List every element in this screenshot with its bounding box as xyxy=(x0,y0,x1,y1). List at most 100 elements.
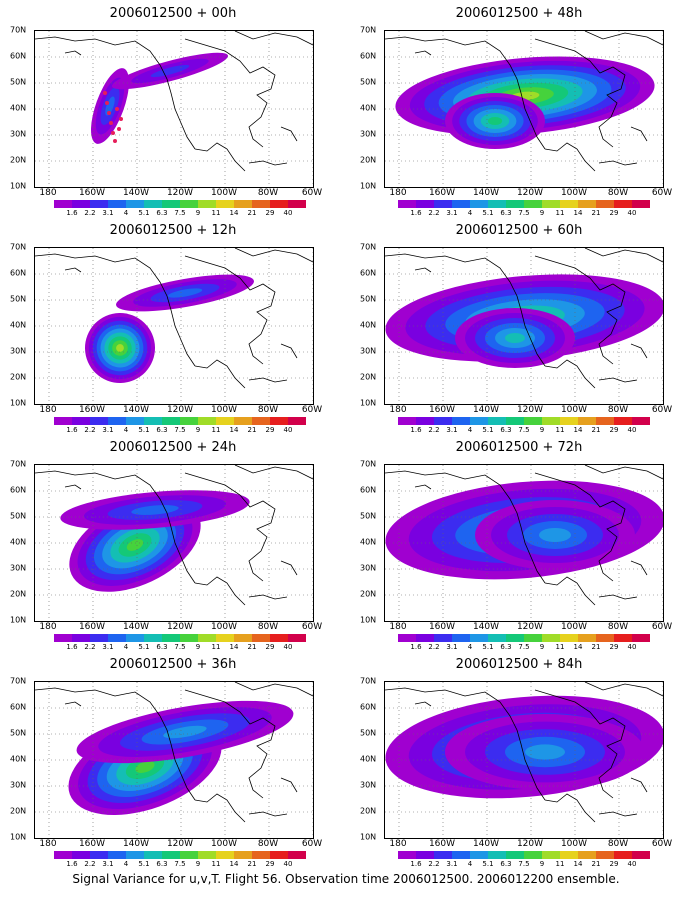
colorbar-label: 7.5 xyxy=(518,860,530,868)
colorbar-label: 5.1 xyxy=(482,209,494,217)
map-panel: 2006012500 + 24h 70N 60N 50N 40N 30N 20N 10N 180… xyxy=(0,434,346,652)
coastline xyxy=(35,470,196,584)
lat-tick-label: 40N xyxy=(10,103,27,113)
lon-tick-label: 160W xyxy=(428,405,456,415)
coastline xyxy=(534,38,626,148)
colorbar-label: 14 xyxy=(229,860,239,868)
colorbar-label: 40 xyxy=(627,426,637,434)
panel-title: 2006012500 + 84h xyxy=(455,657,583,672)
colorbar-swatch xyxy=(506,851,524,859)
variance-contour xyxy=(116,344,124,352)
lat-tick-label: 30N xyxy=(360,563,377,573)
colorbar-swatch xyxy=(252,200,270,208)
colorbar-swatch xyxy=(54,634,72,642)
coastline xyxy=(584,682,663,697)
lat-tick-label: 50N xyxy=(360,511,377,521)
lat-tick-label: 20N xyxy=(360,589,377,599)
lon-tick-label: 160W xyxy=(78,839,106,849)
colorbar-swatch xyxy=(216,200,234,208)
colorbar-swatch xyxy=(108,634,126,642)
colorbar-label: 29 xyxy=(265,209,275,217)
variance-contour xyxy=(126,539,144,551)
lat-tick-label: 70N xyxy=(360,676,377,686)
lat-tick-label: 50N xyxy=(360,77,377,87)
map-panel: 2006012500 + 48h 70N 60N 50N 40N 30N 20N 10N 180… xyxy=(346,0,692,218)
colorbar-swatch xyxy=(506,200,524,208)
panel-title: 2006012500 + 12h xyxy=(109,223,237,238)
colorbar-label: 40 xyxy=(283,643,293,651)
colorbar-swatch xyxy=(180,851,198,859)
lon-tick-label: 120W xyxy=(166,188,194,198)
colorbar-label: 3.1 xyxy=(102,209,114,217)
colorbar-label: 14 xyxy=(573,426,583,434)
lon-tick-label: 180 xyxy=(39,622,57,632)
colorbar-swatch xyxy=(488,200,506,208)
coastline xyxy=(64,50,82,56)
lat-tick-label: 10N xyxy=(10,398,27,408)
colorbar-swatch xyxy=(506,417,524,425)
lon-tick-label: 100W xyxy=(210,405,238,415)
colorbar-label: 5.1 xyxy=(138,426,150,434)
coastline xyxy=(414,267,432,273)
colorbar-swatch xyxy=(470,417,488,425)
lat-tick-label: 60N xyxy=(10,485,27,495)
colorbar-label: 6.3 xyxy=(156,643,168,651)
lon-tick-label: 120W xyxy=(516,405,544,415)
lon-tick-label: 160W xyxy=(428,622,456,632)
variance-contour xyxy=(150,64,190,78)
colorbar xyxy=(398,634,650,642)
colorbar-label: 11 xyxy=(211,860,221,868)
lon-tick-label: 120W xyxy=(516,839,544,849)
colorbar-swatch xyxy=(252,634,270,642)
colorbar-label: 9 xyxy=(539,426,545,434)
lat-tick-label: 60N xyxy=(10,268,27,278)
colorbar-label: 21 xyxy=(247,426,257,434)
colorbar-label: 40 xyxy=(283,860,293,868)
colorbar-swatch xyxy=(398,851,416,859)
colorbar-label: 29 xyxy=(609,643,619,651)
lat-tick-label: 30N xyxy=(10,780,27,790)
coastline xyxy=(184,38,276,148)
lat-tick-label: 60N xyxy=(10,702,27,712)
lat-tick-label: 70N xyxy=(360,25,377,35)
colorbar-swatch xyxy=(162,851,180,859)
colorbar-label: 9 xyxy=(539,209,545,217)
colorbar-label: 1.6 xyxy=(410,426,422,434)
lat-tick-label: 20N xyxy=(360,155,377,165)
colorbar-label: 5.1 xyxy=(482,426,494,434)
colorbar-swatch xyxy=(398,634,416,642)
colorbar-label: 5.1 xyxy=(138,209,150,217)
coastline xyxy=(234,465,313,480)
colorbar-label: 5.1 xyxy=(138,860,150,868)
colorbar-label: 7.5 xyxy=(518,643,530,651)
colorbar-swatch xyxy=(162,634,180,642)
colorbar-label: 2.2 xyxy=(84,860,96,868)
coastline xyxy=(414,50,432,56)
colorbar-swatch xyxy=(470,851,488,859)
colorbar-swatch xyxy=(398,417,416,425)
colorbar-swatch xyxy=(434,851,452,859)
coastline xyxy=(544,576,596,606)
colorbar-swatch xyxy=(234,417,252,425)
colorbar-swatch xyxy=(434,200,452,208)
colorbar-swatch xyxy=(560,200,578,208)
colorbar-swatch xyxy=(198,634,216,642)
lat-tick-label: 70N xyxy=(360,242,377,252)
lon-tick-label: 160W xyxy=(428,839,456,849)
coastline xyxy=(280,560,298,576)
coastline xyxy=(584,248,663,263)
observation-point xyxy=(117,127,121,131)
colorbar-label: 5.1 xyxy=(482,860,494,868)
colorbar xyxy=(398,851,650,859)
colorbar-swatch xyxy=(270,200,288,208)
colorbar-label: 11 xyxy=(555,209,565,217)
colorbar-swatch xyxy=(398,200,416,208)
lon-tick-label: 60W xyxy=(301,405,323,415)
colorbar-label: 6.3 xyxy=(156,426,168,434)
lon-tick-label: 80W xyxy=(257,188,279,198)
coastline xyxy=(194,359,246,389)
lon-tick-label: 100W xyxy=(210,622,238,632)
colorbar-label: 3.1 xyxy=(102,643,114,651)
coastline xyxy=(35,36,196,150)
colorbar-label: 2.2 xyxy=(84,426,96,434)
